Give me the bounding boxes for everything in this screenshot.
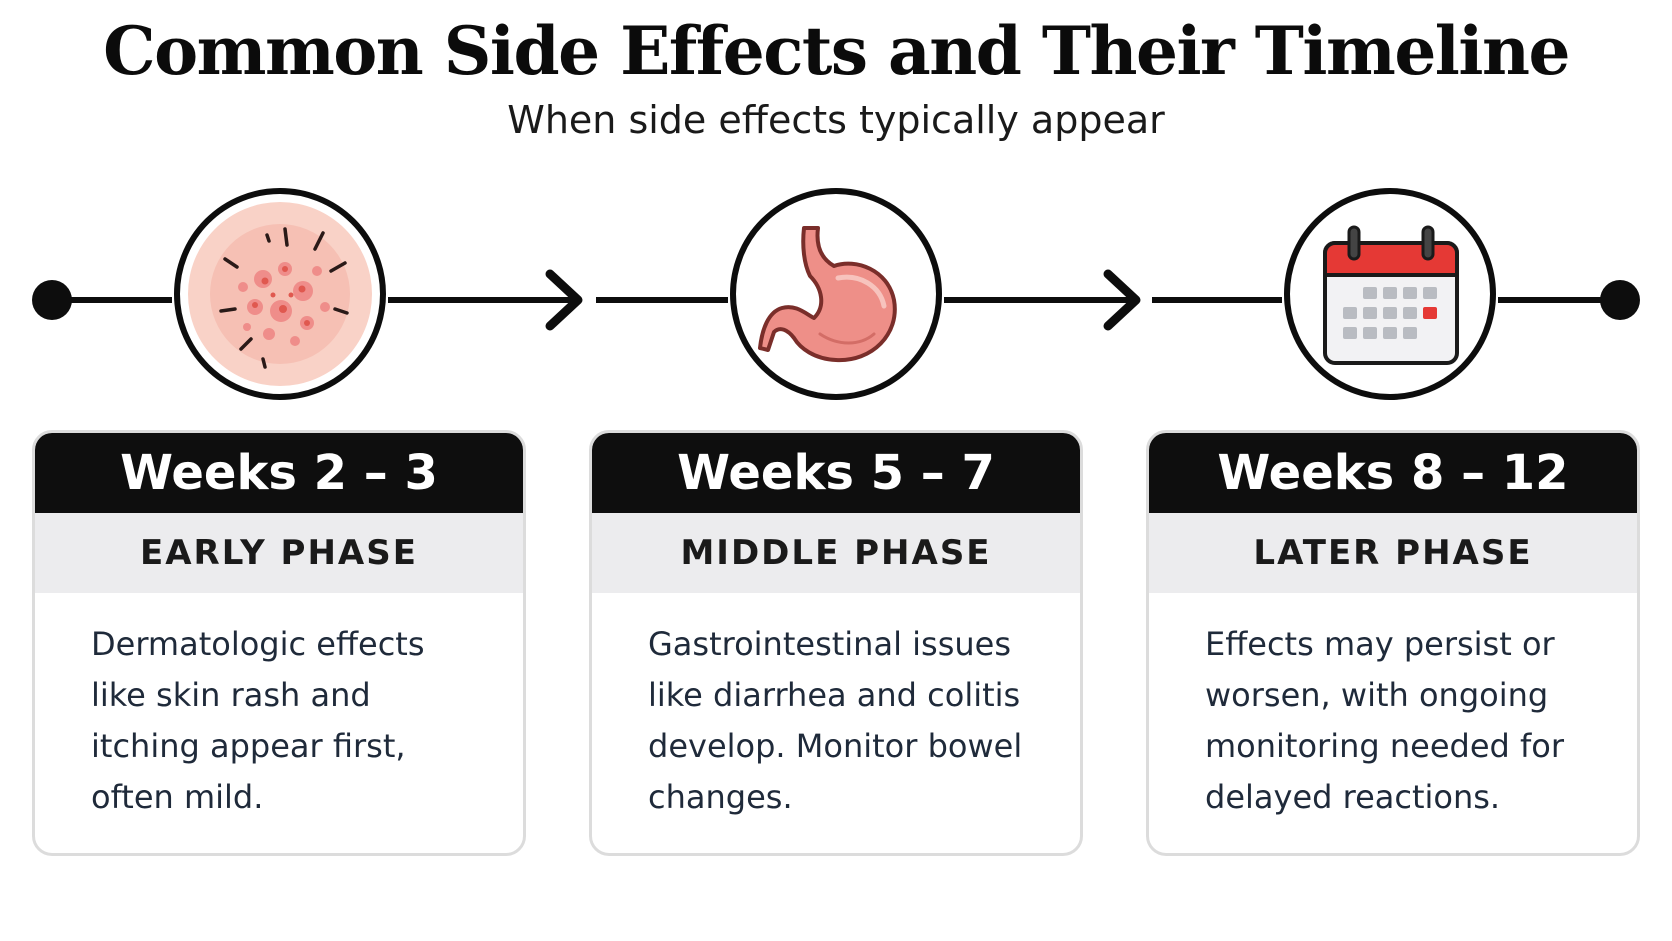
- phase-card-middle: Weeks 5 – 7 MIDDLE PHASE Gastrointestina…: [589, 430, 1083, 856]
- timeline-node-later: [1284, 188, 1496, 400]
- phase-card-later: Weeks 8 – 12 LATER PHASE Effects may per…: [1146, 430, 1640, 856]
- page-subtitle: When side effects typically appear: [507, 98, 1165, 142]
- phase-description: Effects may persist or worsen, with ongo…: [1205, 625, 1564, 816]
- phase-description: Dermatologic effects like skin rash and …: [91, 625, 425, 816]
- phase-label: LATER PHASE: [1149, 513, 1637, 593]
- phase-weeks: Weeks 8 – 12: [1149, 433, 1637, 513]
- phase-label: MIDDLE PHASE: [592, 513, 1080, 593]
- timeline-node-middle: [730, 188, 942, 400]
- page-title: Common Side Effects and Their Timeline: [103, 12, 1570, 90]
- timeline-start-dot: [32, 280, 72, 320]
- calendar-icon: [1323, 225, 1459, 365]
- skin-rash-icon: [188, 202, 372, 386]
- timeline-arrow-icon: [1103, 269, 1141, 331]
- timeline-node-early: [174, 188, 386, 400]
- phase-label: EARLY PHASE: [35, 513, 523, 593]
- phase-weeks: Weeks 5 – 7: [592, 433, 1080, 513]
- timeline-arrow-icon: [545, 269, 583, 331]
- phase-description: Gastrointestinal issues like diarrhea an…: [648, 625, 1023, 816]
- phase-card-early: Weeks 2 – 3 EARLY PHASE Dermatologic eff…: [32, 430, 526, 856]
- timeline-track: [32, 269, 1640, 331]
- stomach-icon: [758, 226, 897, 363]
- phase-weeks: Weeks 2 – 3: [35, 433, 523, 513]
- timeline-end-dot: [1600, 280, 1640, 320]
